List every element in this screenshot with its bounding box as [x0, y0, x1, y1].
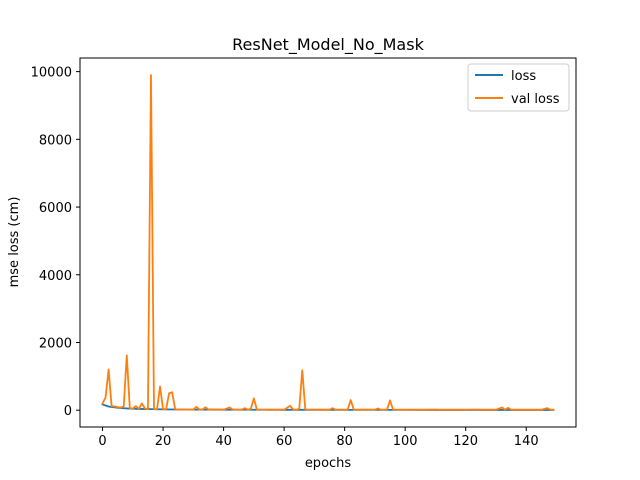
- x-axis: 0 20 40 60 80 100 120 140: [98, 427, 539, 449]
- x-tick-label: 100: [393, 434, 418, 449]
- x-tick-label: 0: [98, 434, 106, 449]
- x-tick-label: 80: [336, 434, 353, 449]
- x-tick-label: 40: [215, 434, 232, 449]
- x-tick-label: 20: [155, 434, 172, 449]
- y-axis-label: mse loss (cm): [7, 197, 22, 288]
- axes-frame: [79, 57, 577, 428]
- series-layer: [101, 74, 555, 411]
- y-tick-label: 8000: [39, 133, 72, 148]
- series-line-val-loss: [101, 74, 555, 411]
- x-axis-label: epochs: [305, 456, 352, 471]
- legend: loss val loss: [467, 63, 570, 112]
- y-axis: 0 2000 4000 6000 8000 10000: [31, 66, 80, 419]
- x-tick-label: 140: [514, 434, 539, 449]
- chart-title: ResNet_Model_No_Mask: [232, 35, 424, 55]
- y-tick-label: 0: [64, 404, 72, 419]
- legend-label-val-loss: val loss: [511, 92, 560, 107]
- y-tick-label: 10000: [31, 66, 72, 81]
- x-tick-label: 60: [276, 434, 293, 449]
- legend-label-loss: loss: [511, 69, 536, 84]
- y-tick-label: 4000: [39, 269, 72, 284]
- y-tick-label: 6000: [39, 201, 72, 216]
- y-tick-label: 2000: [39, 336, 72, 351]
- x-tick-label: 120: [453, 434, 478, 449]
